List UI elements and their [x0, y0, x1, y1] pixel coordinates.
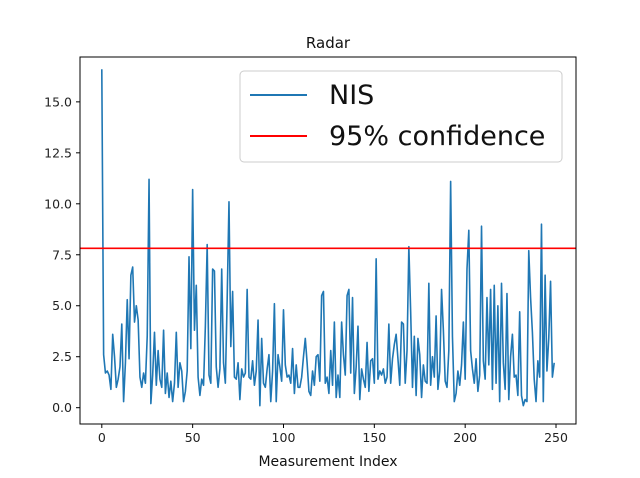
plot-frame: [79, 56, 577, 425]
y-tick-label: 12.5: [44, 145, 72, 160]
x-axis: 0 50 100 150 200 250: [98, 424, 568, 445]
x-axis-title: Measurement Index: [258, 454, 397, 470]
y-tick-label: 2.5: [52, 349, 72, 364]
legend: NIS 95% confidence: [239, 70, 563, 163]
x-tick-label: 200: [453, 430, 477, 445]
legend-label-confidence: 95% confidence: [329, 121, 545, 152]
plot-area: [80, 69, 576, 407]
series-group: [80, 69, 576, 407]
x-tick-label: 250: [544, 430, 568, 445]
x-tick-label: 0: [98, 430, 106, 445]
x-tick-label: 150: [362, 430, 386, 445]
y-tick-label: 0.0: [52, 400, 72, 415]
y-tick-label: 10.0: [44, 196, 72, 211]
x-tick-label: 100: [272, 430, 296, 445]
legend-label-nis: NIS: [329, 80, 374, 111]
y-tick-label: 15.0: [44, 94, 72, 109]
x-tick-label: 50: [185, 430, 201, 445]
chart-title: Radar: [306, 34, 351, 52]
y-axis: 0.0 2.5 5.0 7.5 10.0 12.5 15.0: [44, 94, 80, 415]
nis-series-line: [101, 69, 555, 407]
y-tick-label: 7.5: [52, 247, 72, 262]
y-tick-label: 5.0: [52, 298, 72, 313]
legend-box: [239, 70, 563, 163]
